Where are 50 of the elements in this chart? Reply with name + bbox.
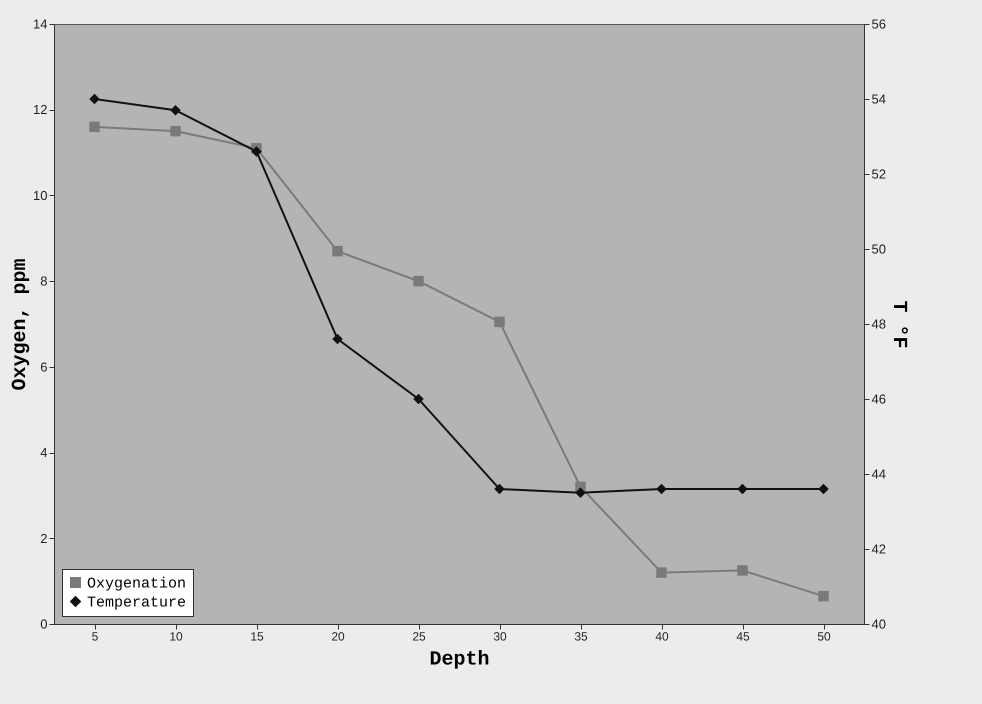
- x-tick-label: 30: [493, 630, 507, 644]
- y2-tick-label: 50: [872, 242, 886, 256]
- point: [494, 484, 505, 494]
- x-tick-label: 10: [169, 630, 183, 644]
- y-tick-label: 14: [33, 16, 48, 32]
- y-tick-label: 4: [40, 445, 48, 460]
- point: [251, 146, 262, 157]
- y-tick-label: 0: [40, 616, 48, 632]
- y2-tick-label: 44: [872, 466, 886, 482]
- x-tick-label: 5: [92, 630, 99, 644]
- point: [332, 334, 343, 344]
- y2-tick-label: 48: [872, 316, 886, 332]
- point: [413, 394, 424, 404]
- point: [170, 105, 181, 116]
- point: [413, 276, 424, 286]
- y-tick-label: 12: [33, 102, 48, 118]
- legend-label: Oxygenation: [87, 576, 186, 592]
- point: [89, 94, 100, 104]
- point: [737, 565, 748, 576]
- x-tick-label: 45: [736, 630, 750, 644]
- y2-tick-label: 46: [872, 392, 886, 406]
- y-tick-label: 8: [40, 274, 48, 289]
- y-tick-label: 6: [40, 359, 48, 374]
- y2-axis-title: T °F: [886, 300, 910, 349]
- y2-tick-label: 54: [872, 92, 886, 106]
- x-tick-label: 15: [250, 630, 264, 644]
- x-tick-label: 25: [412, 630, 426, 644]
- y2-tick-label: 52: [872, 166, 886, 182]
- point: [656, 484, 667, 494]
- y-tick-label: 10: [33, 188, 48, 203]
- point: [170, 126, 181, 136]
- x-tick-label: 50: [817, 630, 831, 644]
- x-tick-label: 40: [655, 630, 669, 644]
- y2-tick-label: 42: [872, 542, 886, 556]
- point: [332, 246, 343, 256]
- y-axis-title: Oxygen, ppm: [9, 258, 32, 391]
- y2-tick-label: 40: [872, 616, 886, 632]
- point: [656, 567, 667, 578]
- x-tick-label: 35: [574, 630, 588, 644]
- point: [737, 484, 748, 494]
- point: [89, 122, 100, 132]
- point: [575, 488, 586, 498]
- point: [818, 484, 829, 494]
- y2-tick-label: 56: [872, 16, 886, 32]
- x-axis-title: Depth: [429, 648, 490, 672]
- point: [818, 590, 829, 602]
- point: [494, 316, 505, 328]
- y-tick-label: 2: [40, 530, 48, 546]
- legend-label: Temperature: [87, 594, 186, 612]
- x-tick-label: 20: [331, 630, 345, 644]
